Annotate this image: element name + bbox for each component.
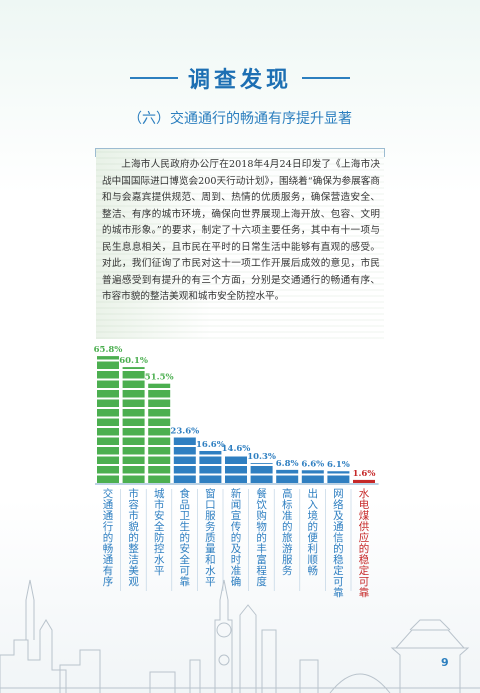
bar-9: [301, 470, 324, 483]
value-label-2: 60.1%: [119, 356, 148, 366]
bar-5: [199, 450, 222, 483]
bar-11: [353, 479, 375, 483]
city-skyline-illustration: [0, 579, 480, 693]
value-label-11: 1.6%: [353, 469, 376, 479]
section-title: 调查发现: [187, 68, 292, 93]
corner-ornament: [95, 148, 104, 157]
category-label-8: 高标准的旅游服务: [282, 487, 293, 577]
bar-10: [327, 471, 350, 483]
category-label-10: 网络及通信的稳定可靠: [333, 488, 344, 599]
bar-chart-svg: 65.8% 交通通行的畅通有序 60.1% 市容市貌的整洁美观 51.5% 城市安全防控水…: [94, 345, 379, 599]
textbox-background: [96, 149, 384, 339]
intro-paragraph: 上海市人民政府办公厅在2018年4月24日印发了《上海市决战中国国际进口博览会2…: [102, 159, 380, 302]
category-label-1: 交通通行的畅通有序: [103, 487, 114, 588]
category-label-2: 市容市貌的整洁美观: [128, 487, 139, 588]
value-label-9: 6.6%: [301, 459, 324, 469]
section-subtitle: （六）交通通行的畅通有序提升显著: [128, 111, 352, 127]
bar-8: [276, 469, 299, 483]
value-label-5: 16.6%: [196, 440, 225, 450]
corner-ornament: [376, 148, 385, 157]
header-rule-right: [302, 77, 350, 79]
bar-1: [97, 356, 119, 483]
bar-4: [173, 437, 196, 483]
bar-7: [250, 463, 273, 483]
page-number: 9: [441, 656, 449, 669]
intro-textbox: 上海市人民政府办公厅在2018年4月24日印发了《上海市决战中国国际进口博览会2…: [95, 148, 385, 339]
bar-3: [148, 383, 171, 483]
category-label-9: 出入境的便利顺畅: [308, 487, 319, 577]
bar-6: [225, 456, 247, 483]
category-label-4: 食品卫生的安全可靠: [180, 487, 191, 588]
value-label-4: 23.6%: [170, 426, 199, 436]
category-label-7: 餐饮购物的丰富程度: [256, 487, 267, 588]
category-label-5: 窗口服务质量和水平: [205, 487, 216, 588]
section-header: 调查发现: [0, 60, 480, 96]
value-label-3: 51.5%: [145, 373, 174, 383]
bar-2: [122, 367, 145, 483]
value-label-6: 14.6%: [222, 444, 251, 454]
header-rule-left: [129, 77, 178, 79]
value-label-8: 6.8%: [276, 459, 299, 469]
value-label-7: 10.3%: [247, 452, 276, 462]
bar-chart: 65.8% 交通通行的畅通有序 60.1% 市容市貌的整洁美观 51.5% 城市安全防控水…: [0, 330, 480, 600]
category-label-6: 新闻宣传的及时准确: [231, 487, 242, 588]
category-label-3: 城市安全防控水平: [154, 488, 165, 577]
value-label-1: 65.8%: [94, 345, 123, 355]
category-label-11: 水电煤供应的稳定可靠: [359, 488, 370, 599]
value-label-10: 6.1%: [327, 460, 350, 470]
